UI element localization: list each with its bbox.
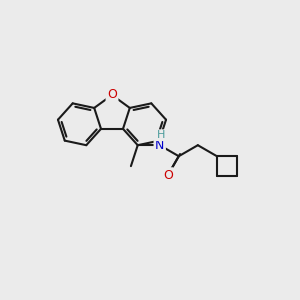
Text: N: N [155,139,164,152]
Text: O: O [163,169,173,182]
Text: O: O [107,88,117,101]
Text: H: H [157,130,165,140]
